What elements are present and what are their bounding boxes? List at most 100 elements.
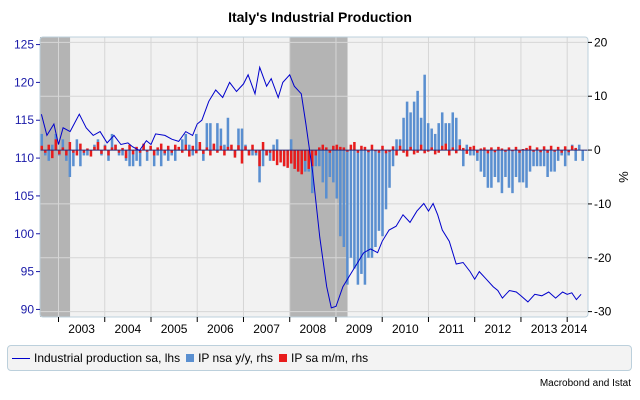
bar-yoy [412,101,416,151]
bar-yoy [507,150,511,188]
legend-label-line: Industrial production sa, lhs [34,351,181,365]
bar-mom [265,150,268,156]
bar-mom [321,144,325,151]
bar-yoy [303,150,307,172]
bar-yoy [223,144,226,151]
bar-mom [483,147,486,151]
bar-yoy [437,123,440,151]
bar-mom [490,147,493,151]
x-tick-label: 2004 [115,322,142,336]
bar-mom [395,150,398,156]
bar-yoy [156,150,159,156]
bar-mom [423,150,426,154]
bar-yoy [181,139,184,151]
bar-mom [377,150,381,153]
bar-mom [212,143,216,151]
x-tick-label: 2008 [299,322,326,336]
bar-yoy [240,128,244,151]
bar-mom [409,146,412,151]
bar-mom [346,150,349,152]
bar-yoy [219,128,223,151]
bar-mom [51,150,54,159]
bar-yoy [367,150,370,258]
bar-mom [310,150,314,167]
bar-mom [223,150,226,156]
bar-mom [188,150,191,157]
bar-mom [65,150,68,156]
bar-mom [360,145,363,151]
right-tick-label: 0 [594,143,601,157]
left-tick-label: 95 [21,265,35,279]
bar-mom [82,150,86,153]
bar-mom [96,142,100,151]
bar-mom [556,146,560,151]
bar-mom [128,144,131,151]
recession-band-1 [289,37,348,317]
bar-mom [451,147,455,151]
bar-yoy [455,117,458,151]
bar-yoy [237,128,240,151]
bar-yoy [462,150,465,167]
bar-mom [440,145,444,151]
bar-yoy [314,150,318,167]
bar-yoy [332,150,335,183]
bar-yoy [363,150,367,285]
bar-mom [314,150,318,156]
bar-mom [166,145,170,151]
bar-yoy [574,150,577,161]
bar-yoy [553,150,556,172]
bar-yoy [511,150,514,194]
bar-mom [353,142,356,151]
x-tick-label: 2010 [392,322,419,336]
bar-mom [493,150,497,153]
x-tick-label: 2009 [346,322,373,336]
left-axis-ticks: 90 95 100 105 110 115 120 125 [14,38,40,316]
bar-yoy [514,150,518,177]
bar-mom [247,150,251,156]
bar-yoy [528,150,532,172]
bar-mom [455,150,458,154]
bar-mom [40,145,44,151]
bar-mom [465,150,469,154]
bar-mom [191,145,195,151]
bar-yoy [202,150,205,161]
bar-mom [444,143,447,151]
bar-yoy [128,150,131,167]
bar-mom [497,146,500,151]
bar-yoy [61,139,65,151]
bar-yoy [110,133,114,151]
x-tick-label: 2003 [68,322,95,336]
bar-mom [233,150,237,158]
x-axis-ticks: 2003 2004 2005 2006 2007 2008 2009 2010 2011 2012… [57,317,588,336]
bar-mom [107,150,110,156]
bar-mom [226,146,230,151]
bar-yoy [388,150,391,188]
bar-mom [195,150,198,154]
bar-mom [205,147,209,151]
bar-mom [117,150,121,153]
bar-mom [275,150,279,166]
bar-yoy [567,150,570,156]
bar-yoy [405,101,409,151]
bar-mom [124,150,128,159]
bar-mom [363,146,367,151]
bar-mom [325,147,328,151]
bar-mom [261,142,265,151]
bar-mom [110,147,114,151]
x-tick-label: 2007 [253,322,280,336]
bar-mom [560,150,563,153]
bar-mom [131,150,135,155]
bar-mom [79,143,82,151]
bar-mom [279,150,282,163]
bar-yoy [370,150,374,258]
bar-yoy [166,150,170,161]
bar-yoy [145,150,149,161]
bar-yoy [360,150,363,274]
bar-mom [93,146,96,151]
bar-yoy [261,150,265,167]
bar-yoy [469,150,472,156]
bar-yoy [188,144,191,151]
bar-mom [472,145,476,151]
bar-yoy [374,150,377,247]
x-tick-label: 2011 [439,322,465,336]
